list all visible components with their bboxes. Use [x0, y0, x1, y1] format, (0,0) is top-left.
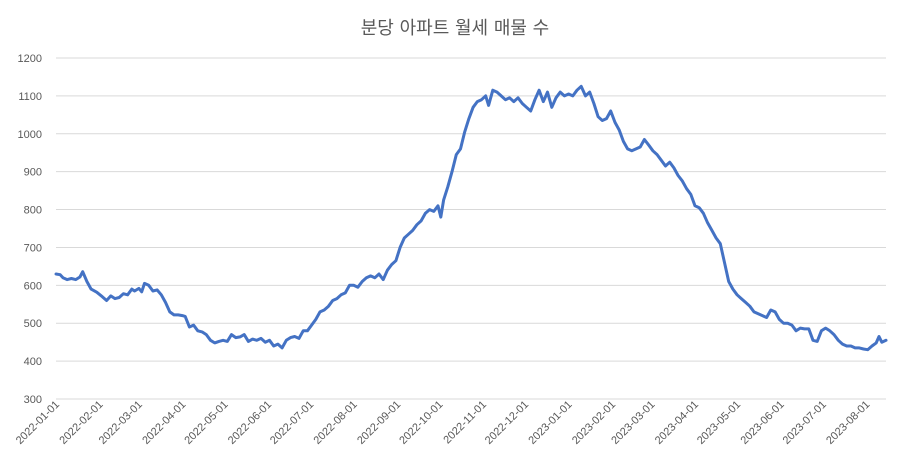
x-tick-label: 2023-07-01	[781, 399, 829, 447]
y-tick-label: 600	[24, 280, 42, 292]
x-tick-label: 2022-08-01	[312, 399, 360, 447]
x-tick-label: 2022-12-01	[483, 399, 531, 447]
x-tick-label: 2023-04-01	[653, 399, 701, 447]
x-tick-label: 2022-07-01	[268, 399, 316, 447]
chart-title: 분당 아파트 월세 매물 수	[361, 18, 550, 39]
x-tick-label: 2023-08-01	[824, 399, 872, 447]
x-tick-label: 2023-01-01	[526, 399, 574, 447]
y-tick-label: 1000	[18, 129, 42, 141]
y-tick-label: 700	[24, 242, 42, 254]
y-axis-ticks: 300 400 500 600 700 800 900 1000 1100 1200	[18, 53, 42, 406]
y-tick-label: 400	[24, 356, 42, 368]
x-tick-label: 2022-04-01	[140, 399, 188, 447]
x-tick-label: 2023-06-01	[739, 399, 787, 447]
y-tick-label: 300	[24, 394, 42, 406]
y-tick-label: 500	[24, 318, 42, 330]
y-tick-label: 1200	[18, 53, 42, 65]
x-tick-label: 2022-06-01	[226, 399, 274, 447]
x-tick-label: 2022-10-01	[397, 399, 445, 447]
x-axis-ticks: 2022-01-012022-02-012022-03-012022-04-01…	[14, 399, 873, 447]
y-tick-label: 1100	[18, 91, 42, 103]
x-tick-label: 2022-05-01	[182, 399, 230, 447]
gridlines	[56, 57, 886, 400]
x-tick-label: 2022-09-01	[355, 399, 403, 447]
series-line-0	[54, 84, 888, 352]
y-tick-label: 800	[24, 205, 42, 217]
series-layer	[54, 84, 888, 352]
x-tick-label: 2023-05-01	[695, 399, 743, 447]
x-tick-label: 2022-11-01	[441, 399, 489, 447]
y-tick-label: 900	[24, 167, 42, 179]
